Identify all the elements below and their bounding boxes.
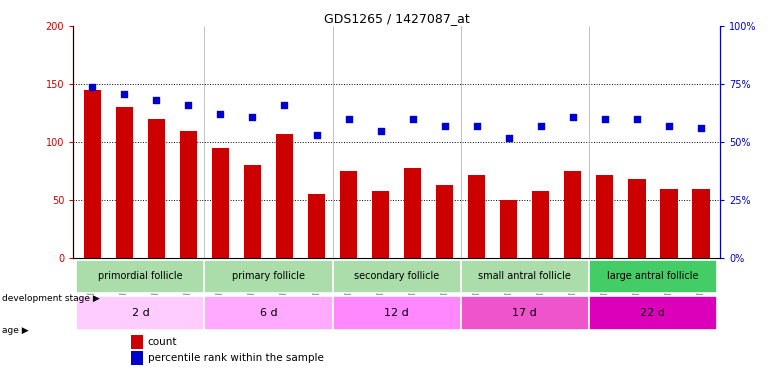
Bar xyxy=(204,260,333,293)
Point xyxy=(470,123,483,129)
Bar xyxy=(148,119,166,258)
Bar xyxy=(500,200,517,258)
Point xyxy=(631,116,643,122)
Point xyxy=(278,102,290,108)
Point xyxy=(214,111,226,117)
Text: primary follicle: primary follicle xyxy=(232,272,305,281)
Text: 2 d: 2 d xyxy=(132,308,149,318)
Text: small antral follicle: small antral follicle xyxy=(478,272,571,281)
Bar xyxy=(564,171,581,258)
Bar xyxy=(308,194,325,258)
Bar xyxy=(243,165,261,258)
Bar xyxy=(212,148,229,258)
Point xyxy=(374,128,387,134)
Point xyxy=(438,123,450,129)
Point xyxy=(246,114,259,120)
Point xyxy=(695,125,707,131)
Bar xyxy=(340,171,357,258)
Text: secondary follicle: secondary follicle xyxy=(354,272,439,281)
Bar xyxy=(276,134,293,258)
Bar xyxy=(460,296,589,330)
Bar xyxy=(76,260,204,293)
Point xyxy=(407,116,419,122)
Bar xyxy=(468,175,485,258)
Bar xyxy=(692,189,709,258)
Bar xyxy=(333,260,460,293)
Bar xyxy=(372,191,390,258)
Bar xyxy=(132,351,143,365)
Point xyxy=(150,98,162,104)
Point xyxy=(567,114,579,120)
Point xyxy=(182,102,195,108)
Bar xyxy=(403,168,421,258)
Point xyxy=(662,123,675,129)
Bar xyxy=(116,107,133,258)
Point xyxy=(86,84,99,90)
Point xyxy=(119,90,131,96)
Text: count: count xyxy=(148,337,177,346)
Text: 17 d: 17 d xyxy=(512,308,537,318)
Text: age ▶: age ▶ xyxy=(2,326,28,335)
Bar xyxy=(628,179,645,258)
Bar xyxy=(436,185,454,258)
Bar xyxy=(204,296,333,330)
Text: 12 d: 12 d xyxy=(384,308,409,318)
Bar xyxy=(84,90,101,258)
Bar xyxy=(532,191,550,258)
Bar xyxy=(660,189,678,258)
Text: 22 d: 22 d xyxy=(641,308,665,318)
Title: GDS1265 / 1427087_at: GDS1265 / 1427087_at xyxy=(323,12,470,25)
Bar xyxy=(589,296,717,330)
Point xyxy=(598,116,611,122)
Point xyxy=(503,135,515,141)
Point xyxy=(534,123,547,129)
Text: development stage ▶: development stage ▶ xyxy=(2,294,99,303)
Text: primordial follicle: primordial follicle xyxy=(98,272,182,281)
Bar xyxy=(333,296,460,330)
Bar xyxy=(589,260,717,293)
Bar xyxy=(596,175,614,258)
Text: large antral follicle: large antral follicle xyxy=(607,272,698,281)
Bar xyxy=(76,296,204,330)
Bar xyxy=(460,260,589,293)
Point xyxy=(343,116,355,122)
Text: percentile rank within the sample: percentile rank within the sample xyxy=(148,353,323,363)
Bar xyxy=(179,130,197,258)
Bar xyxy=(132,335,143,348)
Point xyxy=(310,132,323,138)
Text: 6 d: 6 d xyxy=(259,308,277,318)
